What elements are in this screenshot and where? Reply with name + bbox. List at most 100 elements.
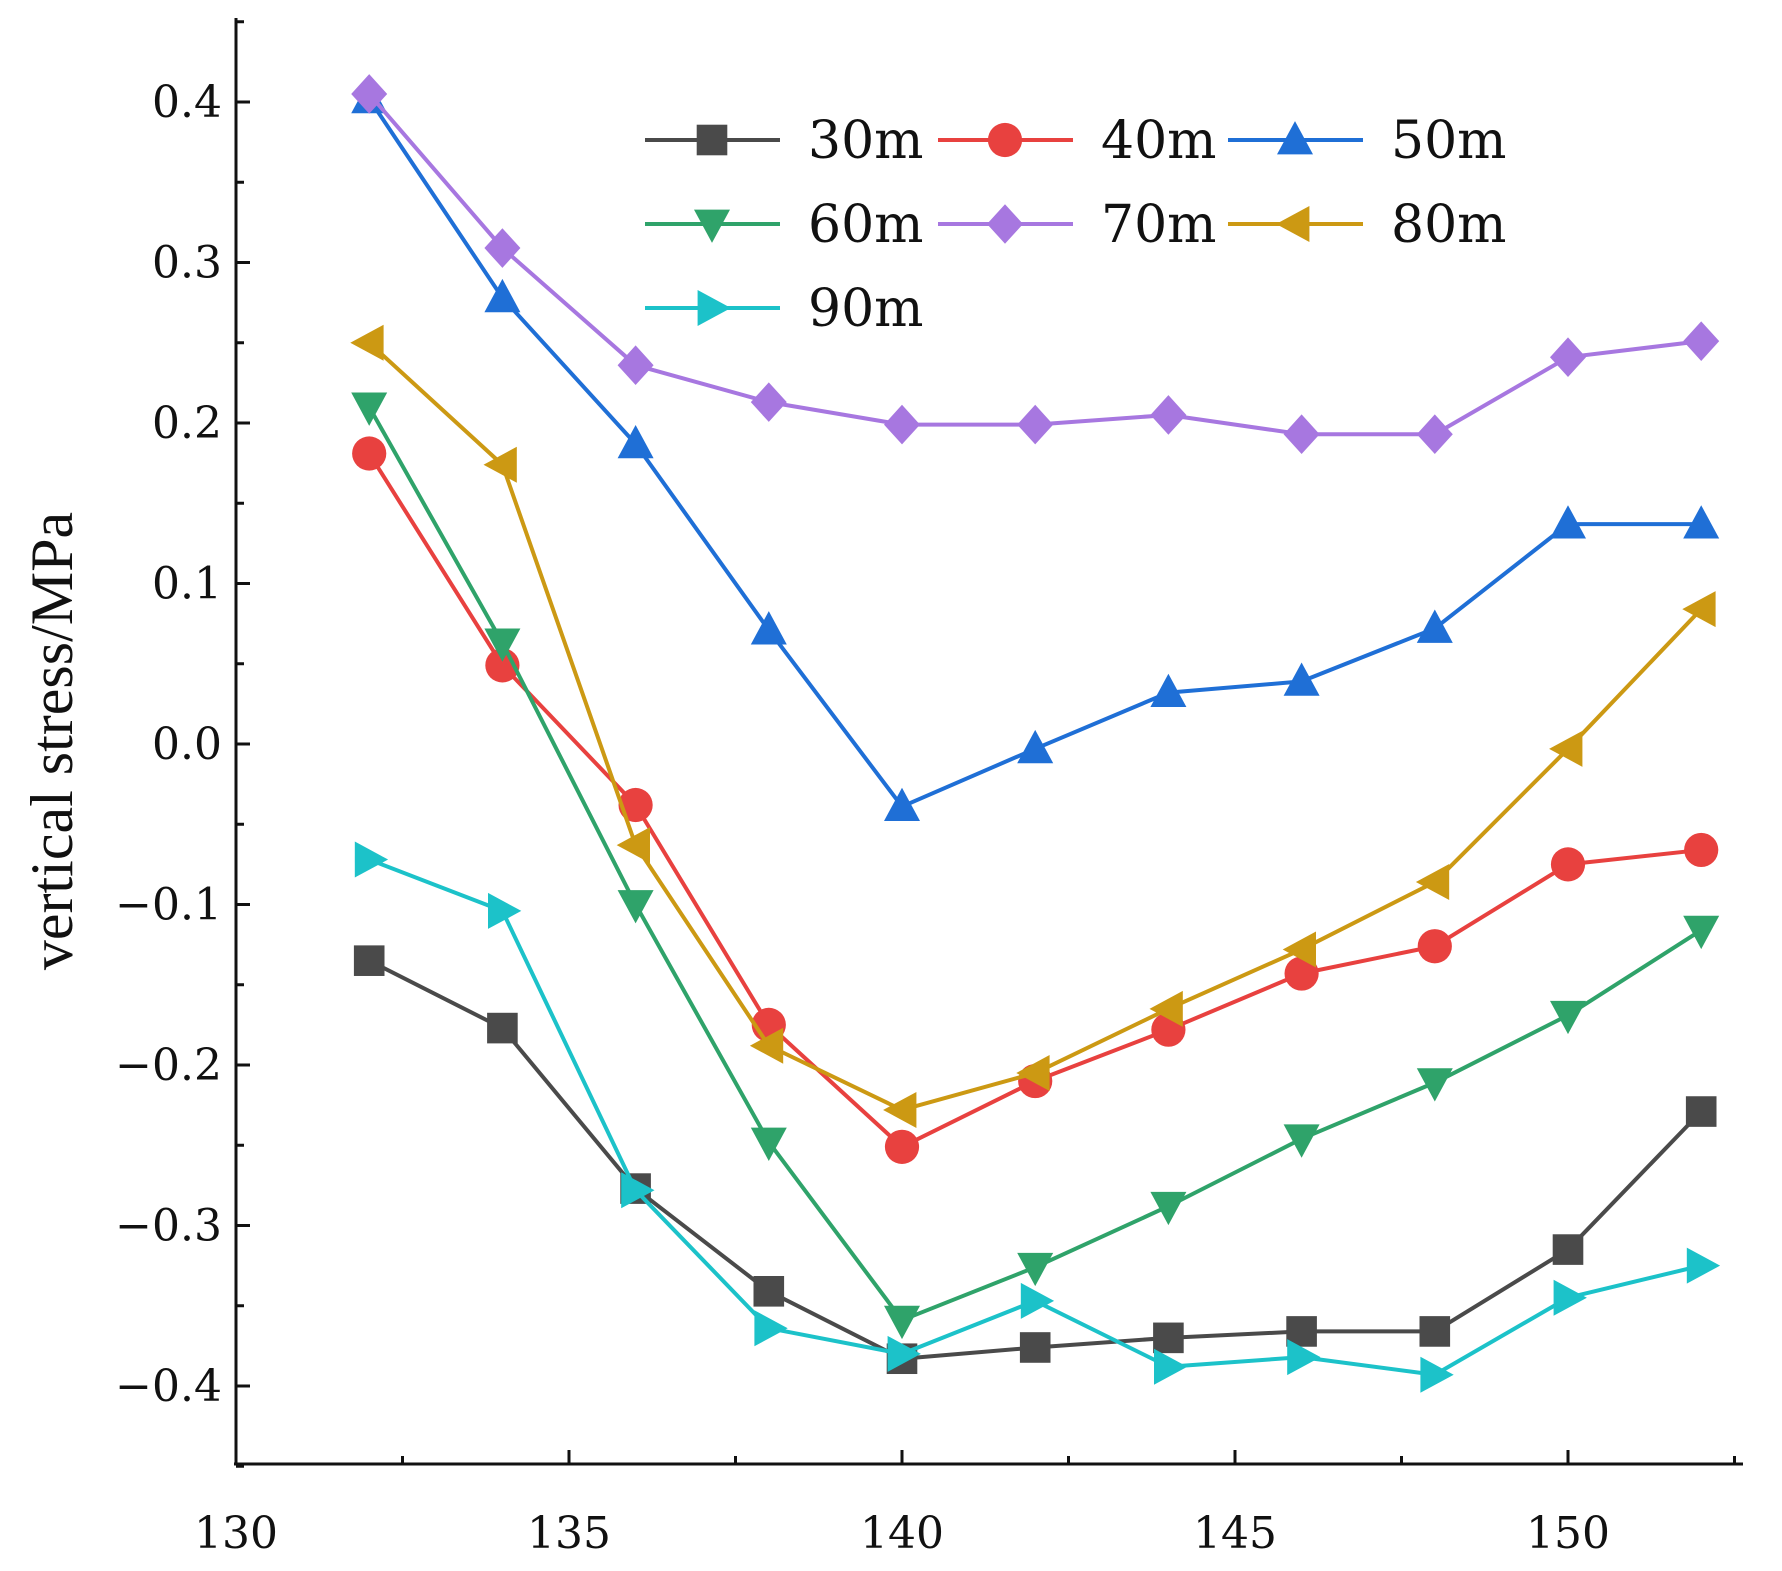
legend-swatch-marker — [987, 122, 1023, 158]
y-tick-label: 0.1 — [152, 559, 222, 610]
legend-swatch-marker — [697, 290, 731, 326]
data-point — [1420, 1356, 1454, 1393]
x-tick-label: 140 — [860, 1508, 944, 1559]
data-point — [1016, 1055, 1050, 1092]
series-layer — [350, 74, 1721, 1393]
data-point — [1150, 395, 1187, 435]
data-point — [1550, 505, 1586, 539]
data-point — [1149, 990, 1183, 1027]
legend-label: 60m — [808, 195, 923, 255]
data-point — [1417, 929, 1452, 964]
y-tick-label: −0.1 — [115, 880, 222, 931]
axes: 0.4 0.3 0.2 0.1 0.0 −0.1 −0.2 −0.3 −0.4 130 135 14… — [115, 18, 1743, 1559]
legend-swatch-marker — [696, 124, 728, 156]
legend-item: 80m — [1228, 195, 1506, 255]
data-point — [749, 1027, 784, 1064]
legend-label: 40m — [1101, 111, 1216, 171]
legend-swatch-marker — [1276, 206, 1310, 242]
legend-item: 30m — [645, 111, 923, 171]
data-point — [487, 1012, 518, 1044]
data-point — [1283, 662, 1320, 696]
legend: 30m 40m 50m 60m 70m 80m 90m — [645, 111, 1506, 339]
data-point — [1017, 404, 1054, 445]
data-point — [1550, 337, 1586, 377]
series-80m — [350, 324, 1716, 1128]
data-point — [617, 345, 654, 386]
data-point — [1284, 956, 1319, 991]
data-point — [618, 787, 653, 823]
legend-swatch-marker — [694, 209, 730, 243]
x-ticks: 130 135 140 145 150 — [194, 1450, 1736, 1559]
data-point — [1017, 1252, 1054, 1287]
series-70m — [351, 74, 1720, 455]
data-point — [483, 446, 517, 483]
y-tick-label: −0.3 — [115, 1201, 222, 1252]
y-tick-label: 0.3 — [152, 238, 222, 289]
legend-swatch-marker — [987, 204, 1023, 244]
data-point — [750, 611, 787, 645]
legend-label: 50m — [1391, 111, 1506, 171]
data-point — [1287, 1339, 1321, 1376]
legend-swatch-marker — [1277, 121, 1313, 155]
data-point — [353, 945, 385, 976]
data-point — [884, 1129, 920, 1164]
data-point — [1553, 1279, 1587, 1316]
data-point — [488, 892, 522, 929]
data-point — [1154, 1348, 1188, 1385]
data-point — [484, 628, 521, 662]
data-point — [1416, 1068, 1453, 1102]
data-point — [350, 324, 384, 361]
data-point — [1552, 1234, 1584, 1265]
legend-item: 50m — [1228, 111, 1506, 171]
series-line — [367, 452, 1702, 1149]
data-point — [616, 827, 650, 864]
series-line — [367, 405, 1703, 1323]
legend-label: 30m — [808, 111, 923, 171]
legend-item: 60m — [645, 195, 923, 255]
data-point — [1019, 1332, 1051, 1363]
x-tick-label: 150 — [1526, 1508, 1610, 1559]
y-tick-label: 0.0 — [152, 719, 222, 770]
x-tick-label: 145 — [1193, 1508, 1277, 1559]
series-50m — [351, 79, 1720, 821]
data-point — [1683, 505, 1720, 539]
series-line — [367, 341, 1703, 1112]
series-60m — [351, 392, 1720, 1340]
x-tick-label: 135 — [527, 1508, 611, 1559]
data-point — [884, 1305, 920, 1340]
data-point — [1686, 1247, 1721, 1284]
data-point — [617, 890, 654, 924]
y-tick-label: −0.2 — [115, 1040, 222, 1091]
data-point — [1415, 864, 1450, 901]
y-tick-label: 0.2 — [152, 398, 222, 449]
legend-label: 80m — [1391, 195, 1506, 255]
data-point — [1549, 730, 1583, 767]
data-point — [1150, 673, 1187, 708]
data-point — [1683, 321, 1720, 361]
data-point — [1550, 847, 1586, 882]
y-tick-label: −0.4 — [115, 1361, 222, 1412]
y-ticks: 0.4 0.3 0.2 0.1 0.0 −0.1 −0.2 −0.3 −0.4 — [115, 20, 250, 1468]
data-point — [352, 436, 387, 471]
legend-item: 90m — [645, 279, 923, 339]
legend-label: 90m — [808, 279, 923, 339]
data-point — [1419, 1316, 1451, 1347]
data-point — [1020, 1282, 1055, 1319]
y-axis-title: vertical stress/MPa — [19, 512, 85, 970]
y-tick-label: 0.4 — [152, 77, 222, 128]
data-point — [884, 404, 920, 445]
data-point — [1283, 414, 1320, 455]
data-point — [750, 382, 787, 422]
data-point — [887, 1335, 921, 1372]
data-point — [1682, 591, 1716, 628]
data-point — [1683, 915, 1720, 950]
data-point — [750, 1127, 787, 1161]
data-point — [1416, 414, 1453, 455]
data-point — [884, 787, 920, 821]
data-point — [484, 278, 521, 313]
data-point — [1017, 729, 1054, 764]
data-point — [1684, 832, 1719, 868]
data-point — [1153, 1322, 1184, 1354]
legend-item: 40m — [938, 111, 1216, 171]
